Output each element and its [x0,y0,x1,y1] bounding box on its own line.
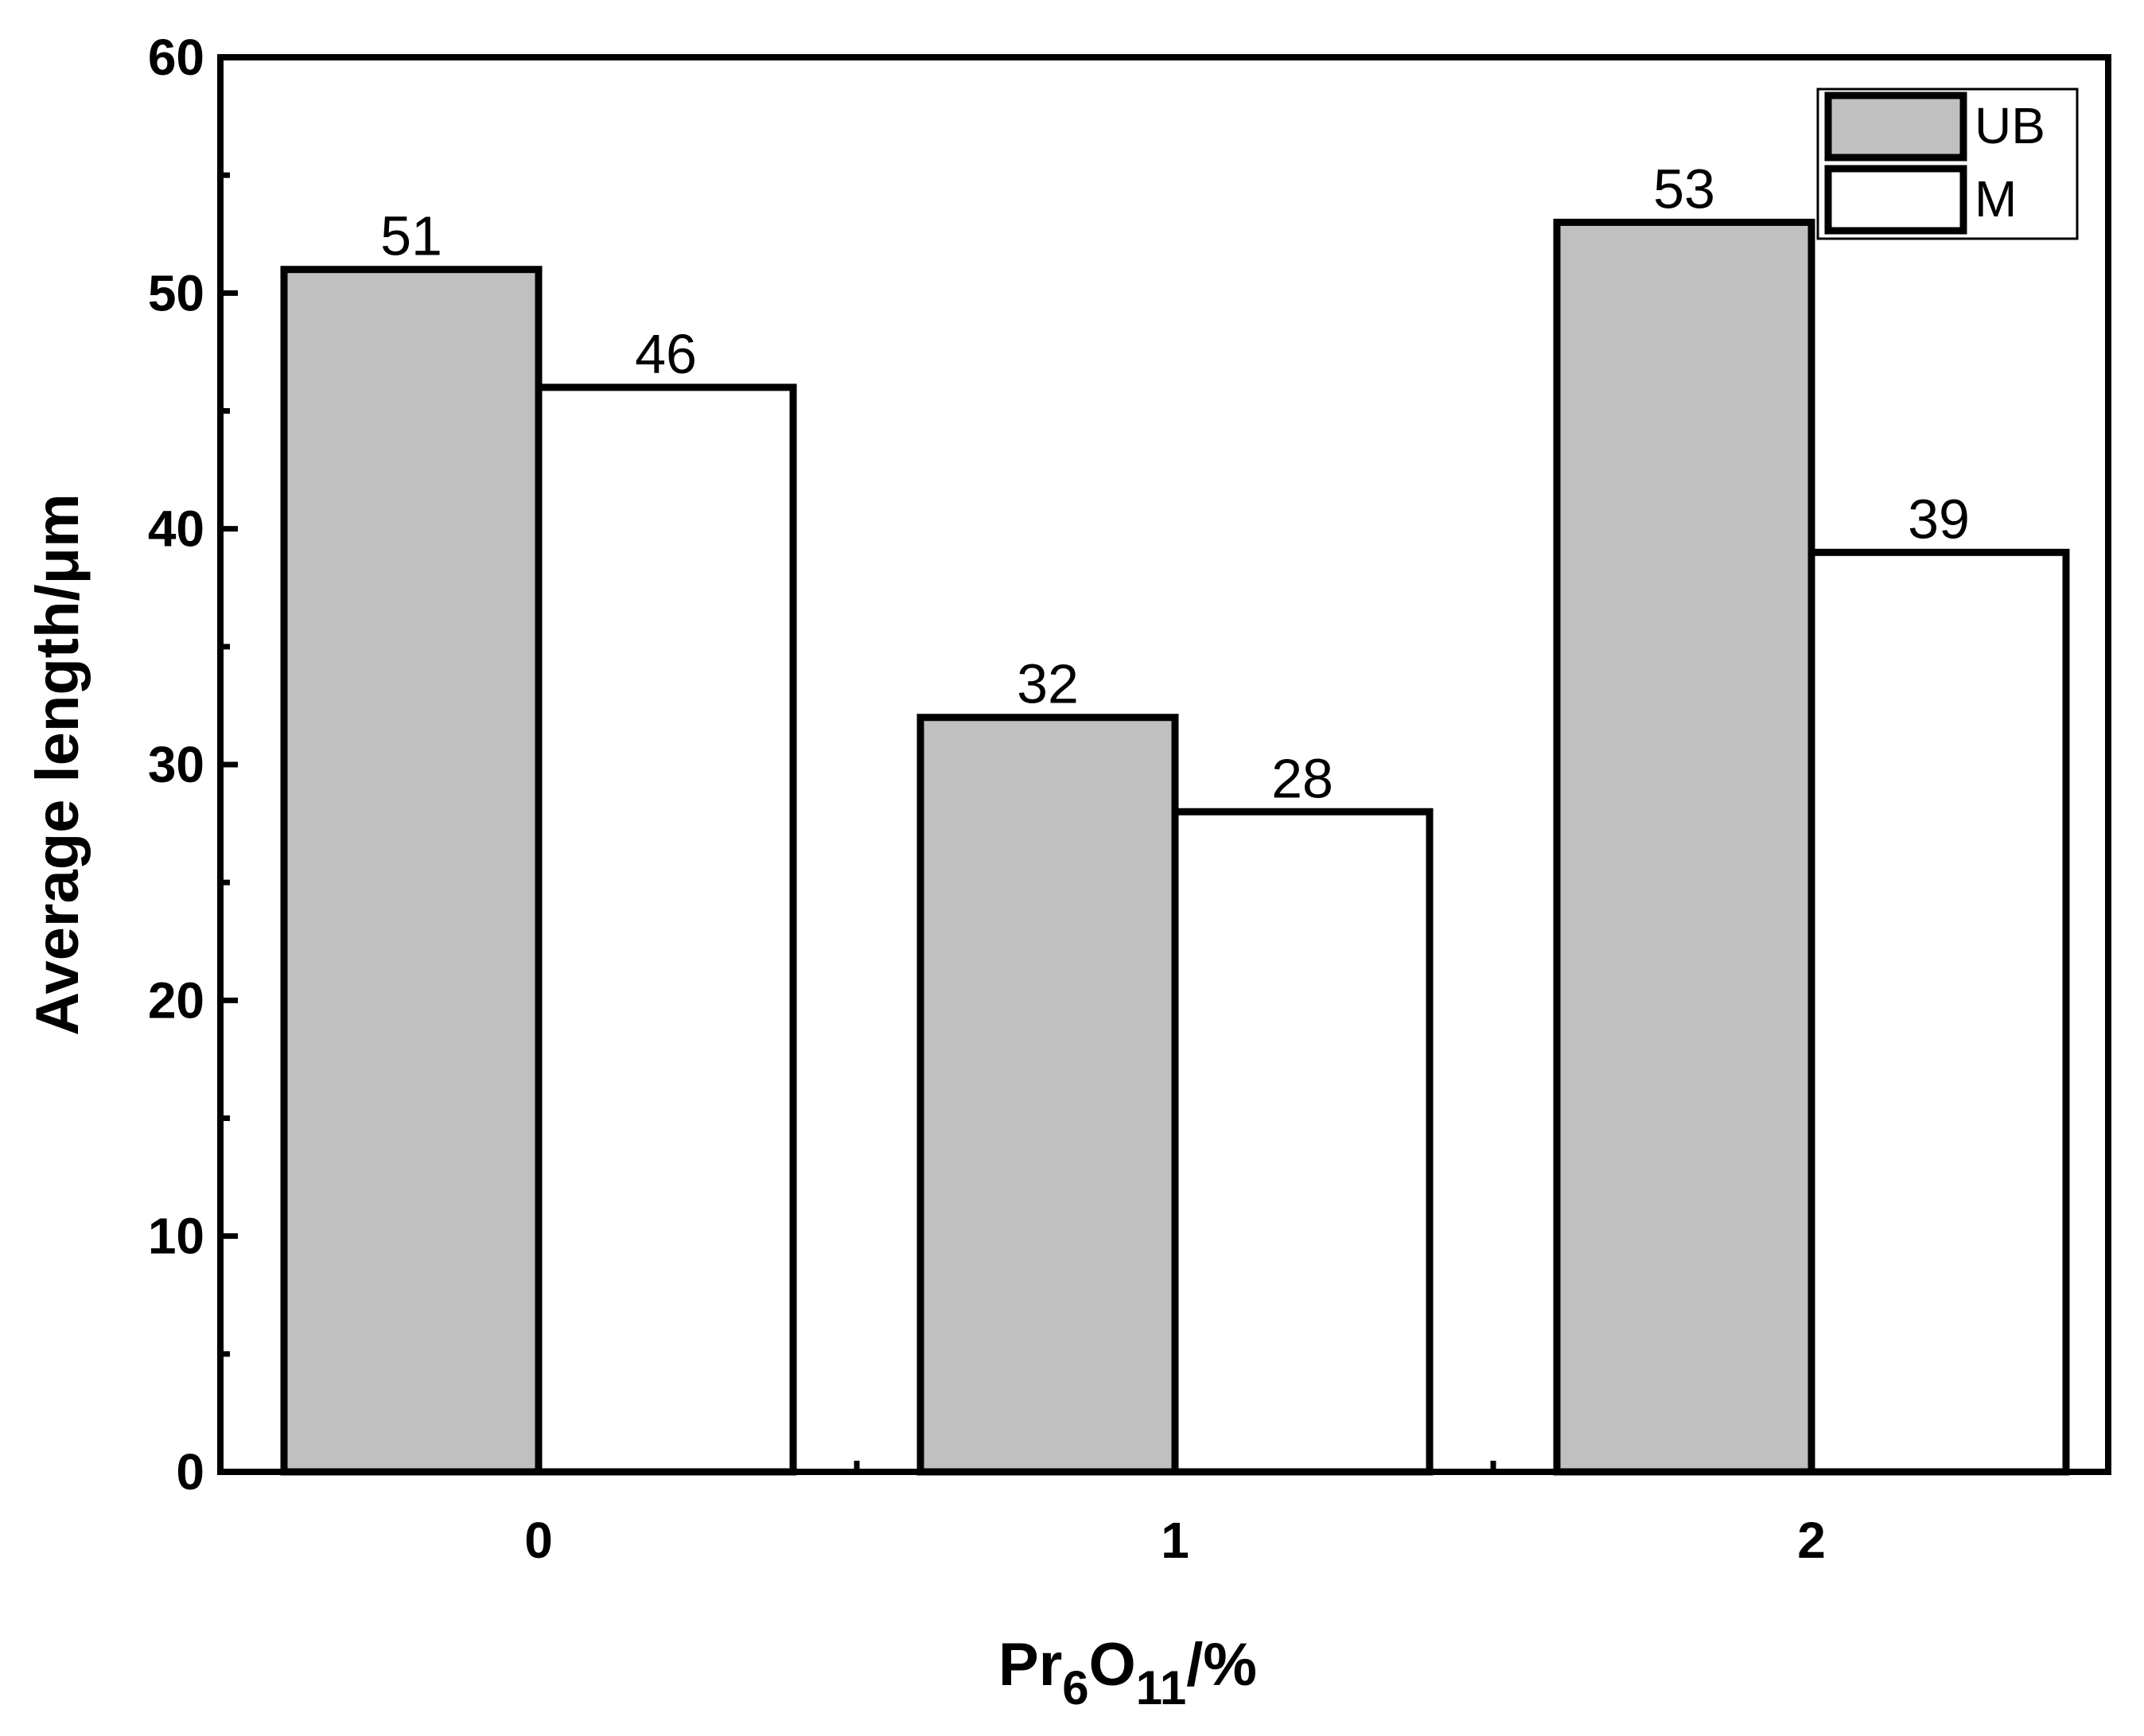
bar-m-0 [535,383,797,1476]
y-tick-label-60: 60 [148,29,204,86]
bar-ub-1 [916,714,1179,1476]
legend-swatch-ub [1824,91,1967,162]
y-tick-label-0: 0 [176,1443,204,1501]
x-axis: 0 1 2 [524,1461,1826,1569]
bar-ub-0 [280,266,543,1476]
x-tick-label-0: 0 [524,1512,553,1569]
x-axis-title: Pr6O11/% [998,1631,1257,1715]
data-label-m-0: 46 [635,323,697,385]
bars-layer [280,218,2070,1476]
bar-m-1 [1171,808,1434,1476]
x-axis-title-base-1: Pr [998,1631,1062,1699]
x-axis-title-suffix: /% [1186,1631,1257,1699]
bar-m-2 [1807,548,2070,1476]
data-labels-layer: 51 32 53 46 28 39 [380,158,1970,809]
legend: UB M [1816,88,2079,240]
data-label-ub-0: 51 [380,205,442,267]
data-label-m-1: 28 [1271,747,1333,809]
data-label-m-2: 39 [1908,488,1970,550]
x-axis-title-sub-2: 11 [1136,1661,1186,1715]
x-axis-title-base-2: O [1089,1631,1136,1699]
y-axis: 0 10 20 30 40 50 60 [148,29,238,1501]
bar-ub-2 [1553,218,1815,1476]
data-label-ub-1: 32 [1017,653,1079,715]
y-tick-label-50: 50 [148,264,204,321]
x-tick-label-2: 2 [1797,1512,1826,1569]
y-tick-label-30: 30 [148,736,204,793]
y-axis-title: Average length/μm [24,493,91,1035]
x-tick-label-1: 1 [1161,1512,1189,1569]
y-tick-label-40: 40 [148,500,204,558]
legend-label-ub: UB [1975,97,2045,154]
data-label-ub-2: 53 [1653,158,1715,220]
legend-label-m: M [1975,170,2017,228]
y-tick-label-20: 20 [148,971,204,1029]
y-tick-label-10: 10 [148,1208,204,1265]
legend-swatch-m [1824,165,1967,235]
x-axis-title-sub-1: 6 [1062,1661,1088,1715]
